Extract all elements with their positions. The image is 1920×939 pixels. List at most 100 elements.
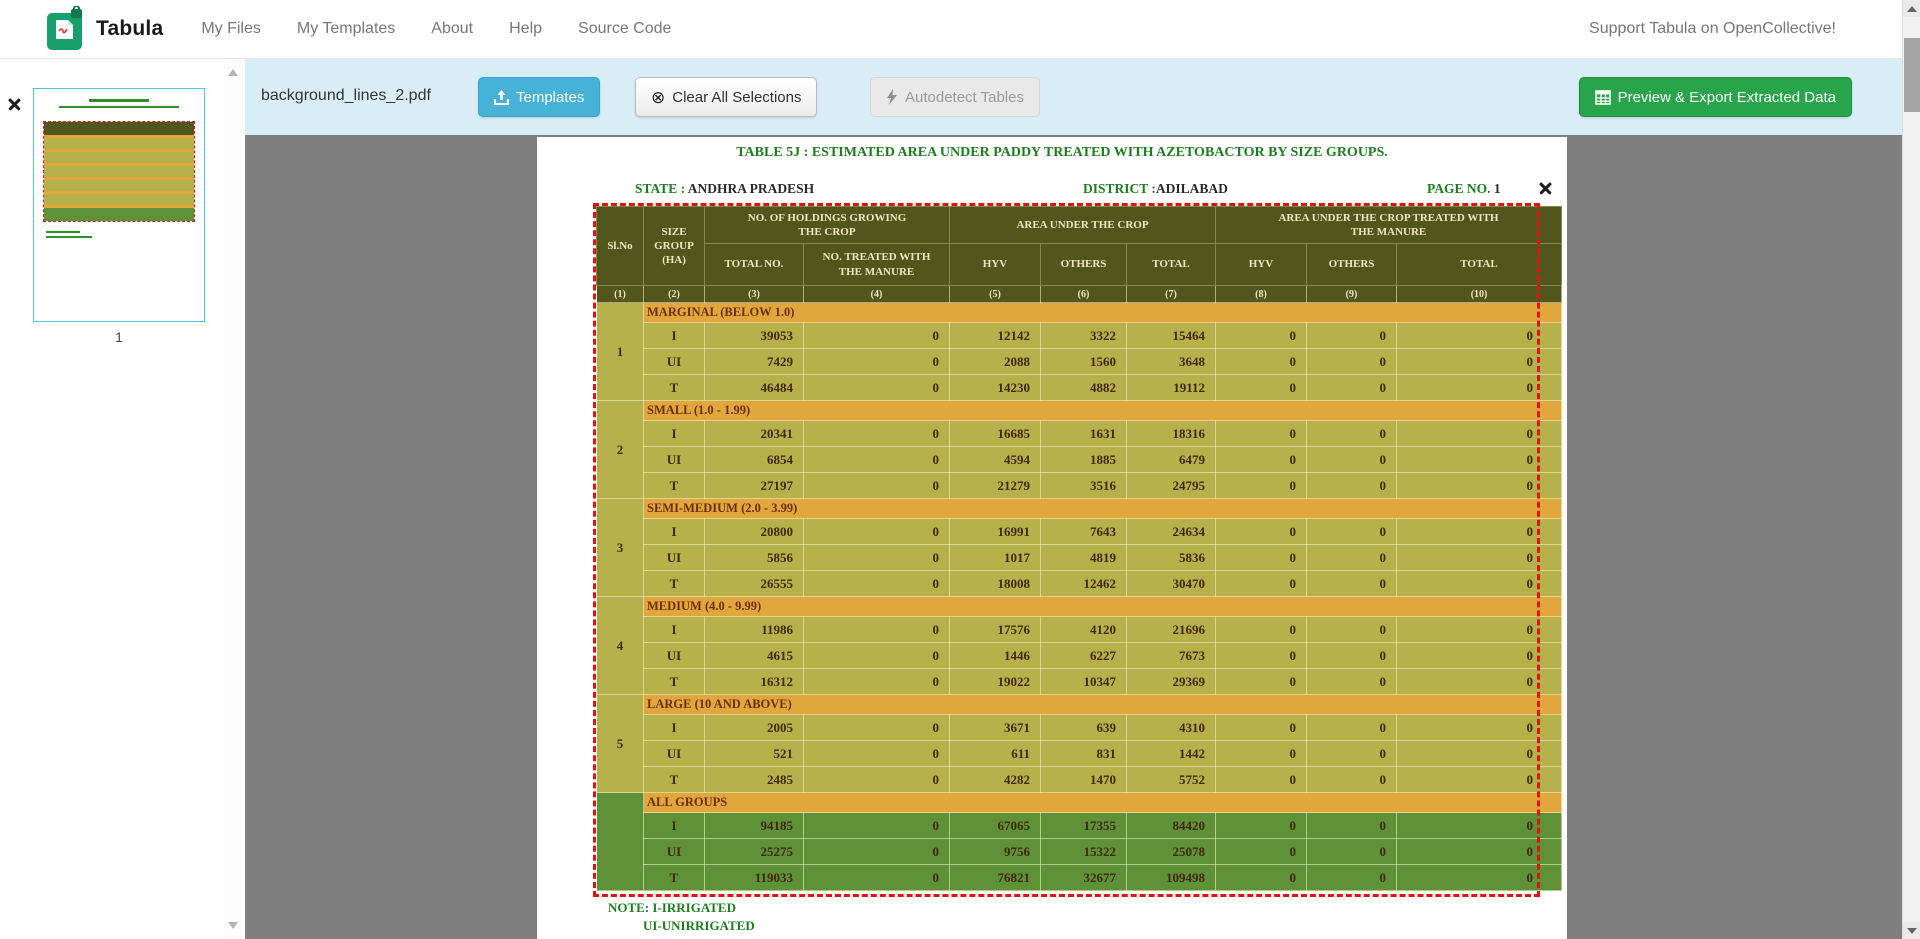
nav-my-templates[interactable]: My Templates — [296, 20, 396, 37]
table-value-cell: 0 — [1306, 472, 1398, 499]
table-value-cell: 21696 — [1125, 616, 1217, 643]
table-value-cell: 29369 — [1125, 668, 1217, 695]
table-value-cell: 0 — [1396, 714, 1563, 741]
pdf-state-line: STATE : ANDHRA PRADESH — [635, 181, 814, 197]
remove-page-icon[interactable] — [8, 97, 21, 110]
table-value-cell: 2088 — [949, 348, 1041, 375]
table-value-cell: 0 — [1306, 420, 1398, 447]
table-value-cell: 0 — [803, 518, 950, 545]
table-value-cell: 3671 — [949, 714, 1041, 741]
table-value-cell: 0 — [1306, 616, 1398, 643]
table-value-cell: 16685 — [949, 420, 1041, 447]
table-value-cell: 0 — [1396, 766, 1563, 793]
autodetect-button-label: Autodetect Tables — [905, 88, 1024, 106]
group-label-band: ALL GROUPS — [642, 792, 1563, 813]
table-value-cell: 0 — [1306, 714, 1398, 741]
table-value-cell: 18008 — [949, 570, 1041, 597]
scrollbar-thumb[interactable] — [1904, 38, 1920, 112]
header-holdings-group: NO. OF HOLDINGS GROWING THE CROP — [704, 206, 950, 244]
table-value-cell: 0 — [1396, 322, 1563, 349]
table-value-cell: 0 — [1215, 472, 1308, 499]
scroll-up-icon[interactable] — [228, 69, 238, 76]
table-value-cell: 21279 — [949, 472, 1041, 499]
nav-about[interactable]: About — [431, 20, 474, 37]
table-value-cell: 7643 — [1040, 518, 1127, 545]
table-value-cell: 67065 — [949, 812, 1041, 839]
scrollbar-up-button[interactable] — [1903, 0, 1920, 17]
selection-box[interactable] — [593, 203, 1540, 897]
table-value-cell: 19022 — [949, 668, 1041, 695]
group-serial-cell: 1 — [596, 302, 644, 401]
row-type-cell: T — [643, 668, 705, 695]
header-slno: Sl.No — [596, 206, 644, 286]
note-line-2: UI-UNIRRIGATED — [643, 917, 755, 933]
header-col-number: (7) — [1125, 285, 1217, 303]
table-value-cell: 0 — [1396, 570, 1563, 597]
templates-button[interactable]: Templates — [478, 77, 601, 117]
group-label-band: LARGE (10 AND ABOVE) — [642, 694, 1563, 715]
scroll-down-icon[interactable] — [228, 922, 238, 929]
table-value-cell: 0 — [1306, 668, 1398, 695]
selection-close-icon[interactable] — [1539, 181, 1552, 194]
row-type-cell: I — [643, 616, 705, 643]
row-type-cell: T — [643, 766, 705, 793]
table-value-cell: 12462 — [1040, 570, 1127, 597]
header-sub: TOTAL NO. — [704, 243, 804, 286]
header-sub: HYV — [1215, 243, 1308, 286]
table-value-cell: 0 — [1396, 446, 1563, 473]
nav-source-code[interactable]: Source Code — [578, 20, 672, 37]
table-value-cell: 4615 — [704, 642, 804, 669]
table-value-cell: 0 — [803, 544, 950, 571]
table-value-cell: 6479 — [1125, 446, 1217, 473]
top-navbar: Tabula My Files My Templates About Help Sour… — [0, 0, 1920, 59]
thumbnail-note-lines — [46, 231, 92, 241]
header-sub: TOTAL — [1125, 243, 1217, 286]
header-treated-group: AREA UNDER THE CROP TREATED WITH THE MANU… — [1215, 206, 1563, 244]
pdf-page[interactable]: TABLE 5J : ESTIMATED AREA UNDER PADDY TR… — [537, 137, 1567, 939]
template-upload-icon — [494, 89, 509, 105]
table-value-cell: 0 — [1215, 838, 1308, 865]
scrollbar-down-button[interactable] — [1903, 922, 1920, 939]
table-value-cell: 84420 — [1125, 812, 1217, 839]
table-value-cell: 20341 — [704, 420, 804, 447]
table-value-cell: 46484 — [704, 374, 804, 401]
table-value-cell: 119033 — [704, 864, 804, 891]
table-value-cell: 17576 — [949, 616, 1041, 643]
pdf-note: NOTE: I-IRRIGATED UI-UNIRRIGATED — [608, 899, 755, 934]
table-value-cell: 1442 — [1125, 740, 1217, 767]
thumbnail-table-preview — [43, 121, 195, 222]
preview-export-button[interactable]: Preview & Export Extracted Data — [1578, 77, 1852, 117]
table-value-cell: 76821 — [949, 864, 1041, 891]
nav-help[interactable]: Help — [509, 20, 543, 37]
table-value-cell: 0 — [1306, 838, 1398, 865]
page-thumbnail[interactable] — [33, 88, 205, 322]
table-value-cell: 26555 — [704, 570, 804, 597]
table-value-cell: 6227 — [1040, 642, 1127, 669]
table-value-cell: 14230 — [949, 374, 1041, 401]
table-value-cell: 4282 — [949, 766, 1041, 793]
main-nav: My Files My Templates About Help Source Code — [201, 20, 671, 38]
table-value-cell: 0 — [1396, 838, 1563, 865]
header-sub: OTHERS — [1040, 243, 1127, 286]
table-value-cell: 0 — [1396, 616, 1563, 643]
table-value-cell: 4120 — [1040, 616, 1127, 643]
support-link[interactable]: Support Tabula on OpenCollective! — [1589, 20, 1836, 37]
table-value-cell: 0 — [803, 766, 950, 793]
note-line-1: NOTE: I-IRRIGATED — [608, 900, 736, 915]
table-value-cell: 0 — [1306, 374, 1398, 401]
autodetect-tables-button[interactable]: Autodetect Tables — [870, 77, 1040, 117]
table-value-cell: 0 — [803, 864, 950, 891]
table-value-cell: 0 — [1215, 518, 1308, 545]
table-value-cell: 0 — [1215, 714, 1308, 741]
clear-all-selections-button[interactable]: ⊗ Clear All Selections — [635, 77, 818, 117]
pdf-canvas[interactable]: TABLE 5J : ESTIMATED AREA UNDER PADDY TR… — [245, 135, 1902, 939]
nav-my-files[interactable]: My Files — [201, 20, 261, 37]
group-serial-cell: 3 — [596, 498, 644, 597]
brand[interactable]: Tabula — [46, 6, 163, 52]
export-button-label: Preview & Export Extracted Data — [1617, 88, 1836, 106]
window-scrollbar[interactable] — [1902, 0, 1920, 939]
table-value-cell: 0 — [1215, 420, 1308, 447]
table-value-cell: 1631 — [1040, 420, 1127, 447]
sidebar-scrollbar[interactable] — [224, 59, 243, 939]
state-label: STATE : — [635, 181, 686, 196]
